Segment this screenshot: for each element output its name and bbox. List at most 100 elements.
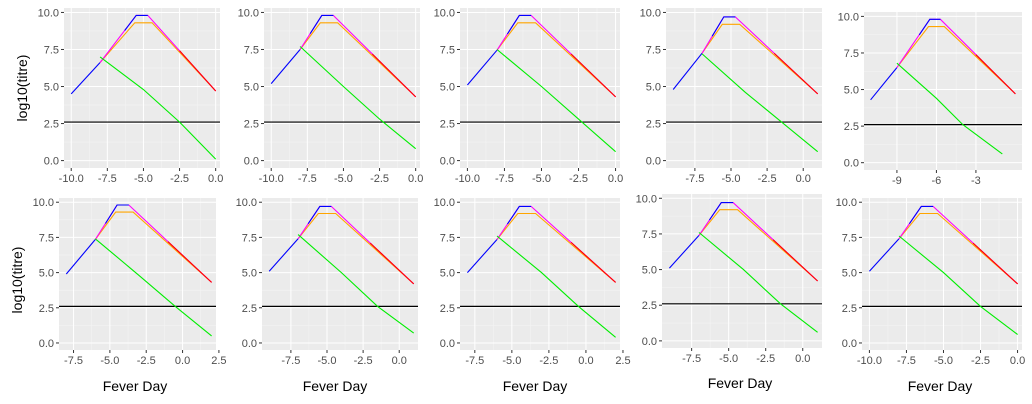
- x-tick-label: 0.0: [1010, 355, 1025, 367]
- y-tick-label: 7.5: [440, 232, 455, 244]
- y-tick-label: 7.5: [244, 44, 259, 56]
- y-tick-label: 7.5: [39, 232, 54, 244]
- x-tick-label: 0.0: [795, 353, 810, 365]
- y-tick-label: 0.0: [44, 156, 59, 168]
- x-tick-label: 0.0: [175, 355, 190, 367]
- y-tick-label: 5.0: [646, 82, 661, 94]
- series-green-decay: [896, 62, 1003, 155]
- y-tick-label: 0.0: [440, 156, 455, 168]
- series-blue-rise: [870, 67, 898, 101]
- y-tick-label: 2.5: [844, 121, 859, 133]
- panel-background: [864, 12, 1022, 170]
- panel-row1-col2: 0.0 2.5 5.0 7.5 10.0 -10.0 -7.5 -5.0 -2.5 0.0: [238, 7, 424, 185]
- series-orange: [496, 212, 616, 283]
- y-tick-label: 0.0: [844, 158, 859, 170]
- y-tick-label: 10.0: [38, 7, 59, 19]
- x-tick-label: 2.5: [615, 355, 630, 367]
- x-tick-label: -6: [932, 175, 942, 187]
- series-blue-rise: [65, 239, 96, 275]
- series-orange: [99, 22, 217, 92]
- series-orange: [297, 212, 415, 285]
- x-tick-label: -2.5: [137, 355, 156, 367]
- x-tick-label: -7.5: [685, 173, 704, 185]
- x-tick-label: -9: [892, 175, 902, 187]
- x-tick-label: -7.5: [495, 173, 514, 185]
- x-tick-label: -7.5: [465, 355, 484, 367]
- x-tick-label: -7.5: [64, 355, 83, 367]
- y-tick-label: 10.0: [636, 193, 657, 205]
- series-blue-peak: [506, 14, 532, 35]
- series-blue-peak: [105, 204, 129, 224]
- x-tick-label: -3: [971, 175, 981, 187]
- x-tick-label: 2.5: [211, 355, 226, 367]
- series-blue-peak: [908, 205, 934, 225]
- y-tick-label: 2.5: [244, 119, 259, 131]
- x-tick-label: -5.0: [502, 355, 521, 367]
- y-tick-label: 5.0: [440, 268, 455, 280]
- y-tick-label: 10.0: [434, 197, 455, 209]
- y-tick-label: 5.0: [242, 268, 257, 280]
- series-green-decay: [496, 235, 616, 338]
- x-tick-label: -2.5: [758, 173, 777, 185]
- panel-row1-col1: 0.0 2.5 5.0 7.5 10.0 -10.0 -7.5 -5.0 -2.5 0.0: [38, 7, 224, 185]
- series-blue-rise: [466, 239, 498, 273]
- x-tick-label: -5.0: [318, 355, 337, 367]
- x-tick-label: -5.0: [532, 173, 551, 185]
- y-tick-label: 10.0: [640, 7, 661, 19]
- x-tick-label: -5.0: [100, 355, 119, 367]
- y-axis-title-bottom: log10(titre): [9, 247, 25, 314]
- y-tick-label: 2.5: [39, 303, 54, 315]
- y-tick-label: 5.0: [440, 82, 455, 94]
- series-red-decline: [975, 54, 1016, 95]
- y-tick-label: 0.0: [244, 156, 259, 168]
- y-tick-label: 7.5: [842, 232, 857, 244]
- y-tick-label: 2.5: [842, 303, 857, 315]
- x-tick-label: -2.5: [756, 353, 775, 365]
- x-axis-title-col2: Fever Day: [303, 378, 368, 394]
- y-tick-label: 2.5: [642, 300, 657, 312]
- series-blue-rise: [70, 62, 101, 95]
- panel-row1-col5: 0.0 2.5 5.0 7.5 10.0 -9 -6 -3: [838, 11, 1022, 187]
- series-orange: [701, 23, 819, 95]
- y-tick-label: 10.0: [838, 11, 859, 23]
- y-tick-label: 2.5: [440, 119, 455, 131]
- x-tick-label: -7.5: [98, 173, 117, 185]
- series-blue-peak: [309, 14, 334, 34]
- x-tick-label: 0.0: [796, 173, 811, 185]
- y-tick-label: 5.0: [642, 265, 657, 277]
- x-tick-label: -10.0: [259, 173, 284, 185]
- x-tick-label: 0.0: [608, 173, 623, 185]
- y-tick-label: 0.0: [646, 156, 661, 168]
- series-red-decline: [570, 53, 616, 98]
- series-orange: [698, 209, 818, 282]
- panel-background: [264, 8, 420, 168]
- panel-background: [666, 8, 822, 168]
- series-green-decay: [297, 234, 415, 334]
- y-tick-label: 7.5: [844, 48, 859, 60]
- x-axis-title-col1: Fever Day: [103, 378, 168, 394]
- y-tick-label: 5.0: [244, 82, 259, 94]
- series-red-decline: [773, 52, 819, 95]
- panel-row1-col4: 0.0 2.5 5.0 7.5 10.0 -7.5 -5.0 -2.5 0.0: [640, 7, 822, 185]
- x-tick-label: 0.0: [208, 173, 223, 185]
- series-green-decay: [99, 56, 217, 160]
- series-blue-rise: [868, 238, 900, 272]
- panel-row2-col5: 0.0 2.5 5.0 7.5 10.0 -10.0 -7.5 -5.0 -2.5 0.0: [836, 197, 1026, 367]
- panel-background: [460, 198, 620, 350]
- series-red-decline: [570, 241, 616, 283]
- y-tick-label: 10.0: [434, 7, 455, 19]
- series-green-decay: [299, 46, 417, 150]
- panels-group: 0.0 2.5 5.0 7.5 10.0 -10.0 -7.5 -5.0 -2.5 0.0 0.0 2…: [33, 7, 1026, 367]
- y-tick-label: 10.0: [836, 197, 857, 209]
- panel-row1-col3: 0.0 2.5 5.0 7.5 10.0 -10.0 -7.5 -5.0 -2.5 0.0: [434, 7, 624, 185]
- series-blue-peak: [711, 16, 736, 37]
- y-tick-label: 7.5: [642, 229, 657, 241]
- series-green-decay: [898, 235, 1018, 335]
- y-tick-label: 5.0: [44, 82, 59, 94]
- series-green-decay: [701, 53, 819, 153]
- y-tick-label: 2.5: [646, 119, 661, 131]
- y-tick-label: 10.0: [238, 7, 259, 19]
- x-tick-label: -5.0: [334, 173, 353, 185]
- panel-background: [862, 198, 1022, 350]
